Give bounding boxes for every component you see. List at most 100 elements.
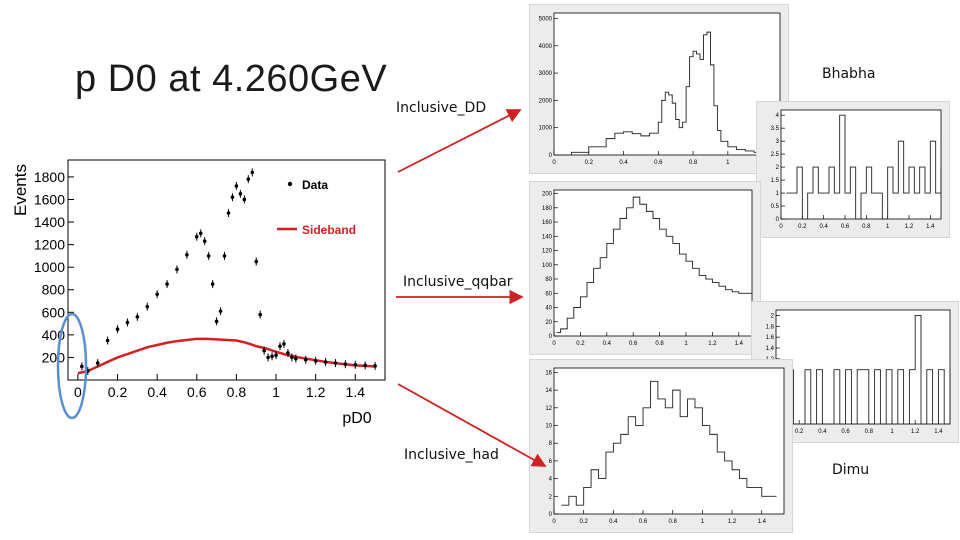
dimu-ytick-label: 2: [771, 313, 775, 319]
data-point: [323, 360, 328, 364]
qqbar-ytick-label: 140: [542, 234, 553, 240]
data-point: [115, 327, 120, 332]
data-point: [373, 364, 377, 368]
dimu-histogram-line: [781, 314, 951, 425]
qqbar-ytick-label: 160: [542, 220, 553, 226]
bhabha-ytick-label: 1: [776, 191, 780, 197]
had-ytick-label: 10: [545, 424, 552, 430]
bhabha-xtick-label: 0.8: [862, 224, 871, 230]
data-point: [155, 292, 159, 297]
qqbar-xtick-label: 0.4: [603, 341, 612, 347]
data-point: [125, 320, 130, 325]
main-ytick-label: 1800: [34, 169, 65, 185]
had-xtick-label: 1.2: [728, 519, 737, 525]
data-point: [185, 252, 189, 257]
dd-ytick-label: 2000: [539, 98, 553, 104]
data-point: [234, 184, 239, 188]
main-xtick-label: 0.8: [227, 384, 247, 400]
had-xtick-label: 1: [701, 519, 705, 525]
bhabha-xtick-label: 0.2: [798, 224, 807, 230]
dd-ytick-label: 4000: [539, 44, 553, 50]
dd-xtick-label: 0: [552, 160, 556, 166]
dimu-xtick-label: 1.4: [934, 429, 943, 435]
main-y-axis-label: Events: [11, 164, 30, 216]
bhabha-chart-panel: 0 0.2 0.4 0.6 0.8 1 1.2 1.4 0 0.5 1 1.5 2 2.5 3 3.5 4: [757, 102, 949, 237]
data-point: [165, 282, 169, 286]
bhabha-xtick-label: 0.4: [819, 224, 828, 230]
dimu-xtick-label: 0.2: [795, 429, 804, 435]
data-point: [266, 355, 270, 360]
dd-xtick-label: 0.8: [689, 160, 698, 166]
dd-chart: 00.20.40.60.811.2010002000300040005000: [539, 12, 781, 166]
main-ytick-label: 1200: [34, 237, 65, 253]
qqbar-ytick-label: 100: [542, 263, 553, 269]
data-point: [254, 259, 259, 264]
data-point: [313, 359, 318, 363]
arrow-to-dd: [397, 109, 522, 173]
had-ytick-label: 0: [549, 512, 553, 518]
had-histogram-line: [561, 380, 777, 506]
bhabha-ytick-label: 3.5: [771, 126, 780, 132]
legend-data-label: Data: [302, 178, 328, 192]
qqbar-ytick-label: 80: [545, 277, 552, 283]
had-xtick-label: 0.8: [669, 519, 678, 525]
data-point: [194, 234, 199, 239]
qqbar-xtick-label: 0.6: [629, 341, 638, 347]
data-point: [278, 344, 282, 348]
had-ytick-label: 16: [545, 370, 552, 376]
had-ytick-label: 8: [549, 441, 553, 447]
data-point: [226, 211, 231, 215]
main-ytick-label: 600: [42, 304, 66, 320]
data-point: [218, 309, 223, 313]
data-point: [105, 338, 110, 343]
bhabha-xtick-label: 0.6: [841, 224, 850, 230]
dimu-xtick-label: 0.8: [865, 429, 874, 435]
dimu-chart: 00.20.40.60.811.21.400.20.40.60.811.21.4…: [766, 309, 951, 435]
dd-xtick-label: 1: [726, 160, 730, 166]
data-point: [246, 177, 251, 181]
data-point: [286, 351, 290, 355]
had-ytick-label: 2: [549, 494, 553, 500]
bhabha-ytick-label: 4: [776, 113, 780, 119]
label-dimu: Dimu: [832, 462, 870, 478]
bhabha-ytick-label: 0: [776, 217, 780, 223]
main-ytick-label: 200: [42, 349, 66, 365]
data-point: [250, 170, 255, 175]
main-ytick-label: 800: [42, 282, 66, 298]
bhabha-xtick-label: 0: [779, 224, 783, 230]
data-point: [95, 361, 100, 365]
qqbar-ytick-label: 0: [549, 334, 553, 340]
slide-title: p D0 at 4.260GeV: [75, 58, 388, 100]
data-point: [214, 319, 219, 324]
data-point: [80, 364, 84, 369]
qqbar-xtick-label: 1: [684, 341, 688, 347]
dd-frame: [553, 12, 781, 156]
qqbar-xtick-label: 0.8: [655, 341, 664, 347]
had-chart-panel: 0 0.2 0.4 0.6 0.8 1 1.2 1.4 0 2 4 6 8 10 12 14 16: [530, 360, 792, 532]
qqbar-ytick-label: 60: [545, 291, 552, 297]
bhabha-xtick-label: 1: [886, 224, 890, 230]
had-ytick-label: 14: [545, 388, 552, 394]
data-point: [290, 355, 294, 360]
main-xtick-label: 1: [272, 384, 280, 400]
data-point: [222, 254, 227, 258]
had-ytick-label: 6: [549, 459, 553, 465]
main-ytick-label: 1000: [34, 259, 65, 275]
bhabha-xtick-label: 1.2: [905, 224, 914, 230]
dimu-ytick-label: 1.6: [766, 335, 775, 341]
main-xtick-label: 0: [74, 384, 82, 400]
dd-histogram-line: [554, 31, 772, 156]
had-ytick-label: 12: [545, 406, 552, 412]
dd-ytick-label: 0: [549, 153, 553, 159]
had-xtick-label: 0.4: [609, 519, 618, 525]
dd-ytick-label: 1000: [539, 126, 553, 132]
bhabha-ytick-label: 1.5: [771, 178, 780, 184]
bhabha-histogram-line: [786, 114, 942, 220]
data-point: [210, 282, 215, 286]
label-inclusive-dd: Inclusive_DD: [396, 100, 487, 116]
data-point: [363, 363, 367, 368]
data-point: [206, 254, 211, 258]
dd-chart-panel: 00.20.40.60.811.2010002000300040005000: [530, 5, 788, 173]
dd-ytick-label: 5000: [539, 16, 553, 22]
main-xtick-label: 1.2: [306, 384, 326, 400]
